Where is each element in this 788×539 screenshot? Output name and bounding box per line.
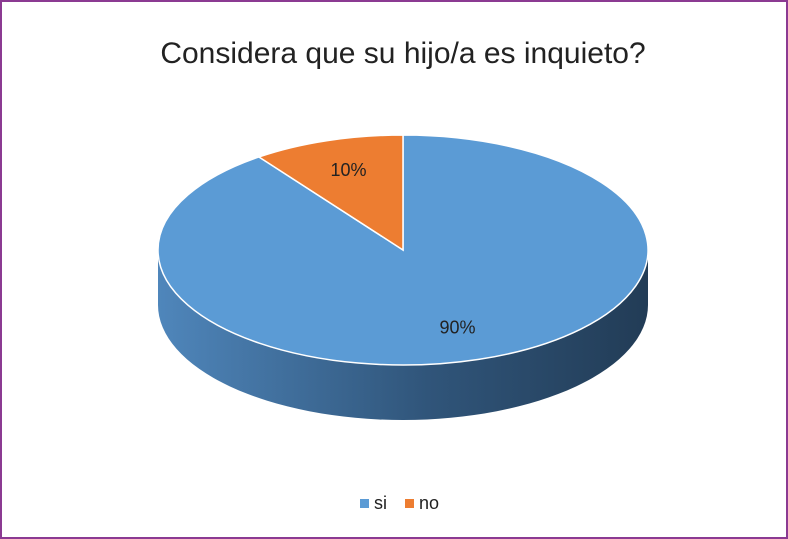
data-label: 10% — [330, 160, 366, 180]
legend-swatch — [360, 499, 369, 508]
pie-slice — [157, 134, 649, 366]
legend-swatch — [405, 499, 414, 508]
legend-label: si — [374, 493, 387, 513]
pie-slice — [257, 134, 404, 252]
data-label: 90% — [439, 317, 475, 337]
pie-side — [158, 250, 648, 420]
chart-title: Considera que su hijo/a es inquieto? — [160, 37, 645, 70]
legend-label: no — [419, 493, 439, 513]
